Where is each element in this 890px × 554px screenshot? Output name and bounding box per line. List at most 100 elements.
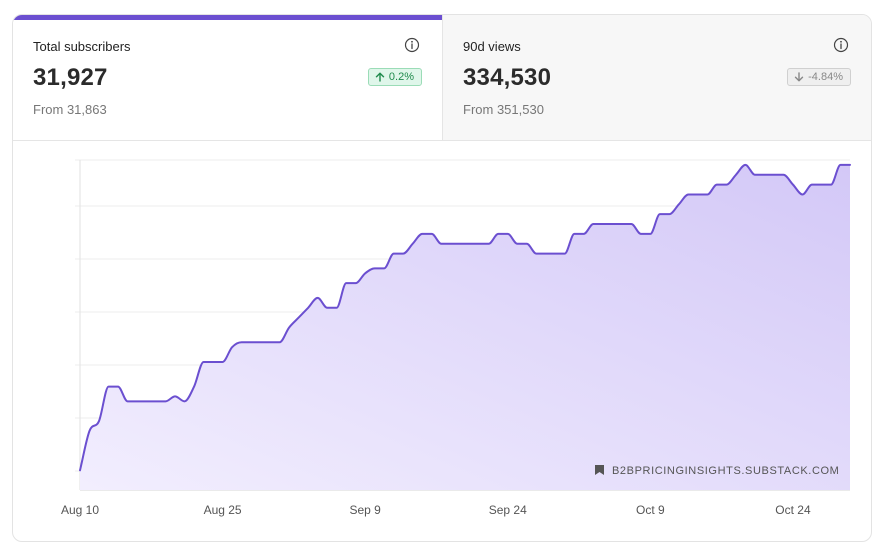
data-point bbox=[790, 182, 796, 188]
metric-label: 90d views bbox=[463, 39, 521, 54]
data-point bbox=[163, 398, 169, 404]
data-point bbox=[87, 428, 93, 434]
data-point bbox=[818, 182, 824, 188]
x-tick-label: Sep 9 bbox=[350, 503, 382, 517]
data-point bbox=[353, 280, 359, 286]
x-tick-label: Aug 25 bbox=[204, 503, 242, 517]
x-tick-label: Sep 24 bbox=[489, 503, 527, 517]
data-point bbox=[799, 191, 805, 197]
data-point bbox=[343, 280, 349, 286]
data-point bbox=[486, 241, 492, 247]
data-point bbox=[258, 339, 264, 345]
publication-watermark: B2BPRICINGINSIGHTS.SUBSTACK.COM bbox=[595, 465, 839, 477]
data-point bbox=[115, 384, 121, 390]
data-point bbox=[704, 191, 710, 197]
data-point bbox=[220, 359, 226, 365]
data-point bbox=[695, 191, 701, 197]
data-point bbox=[657, 211, 663, 217]
metric-previous-value: From 351,530 bbox=[463, 102, 544, 117]
change-badge: -4.84% bbox=[787, 68, 851, 86]
info-circle-icon[interactable] bbox=[833, 37, 849, 53]
x-tick-label: Oct 9 bbox=[636, 503, 665, 517]
data-point bbox=[723, 182, 729, 188]
x-axis: Aug 10 Aug 25 Sep 9 Sep 24 Oct 9 Oct 24 bbox=[61, 503, 811, 517]
data-point bbox=[780, 172, 786, 178]
data-point bbox=[647, 231, 653, 237]
data-point bbox=[476, 241, 482, 247]
metric-value: 31,927 bbox=[33, 64, 108, 91]
data-point bbox=[581, 231, 587, 237]
data-point bbox=[524, 241, 530, 247]
arrow-down-icon bbox=[794, 72, 804, 82]
data-point bbox=[828, 182, 834, 188]
data-point bbox=[771, 172, 777, 178]
data-point bbox=[419, 231, 425, 237]
change-percent: 0.2% bbox=[388, 71, 414, 83]
data-point bbox=[448, 241, 454, 247]
data-point bbox=[381, 265, 387, 271]
data-point bbox=[666, 211, 672, 217]
data-point bbox=[277, 339, 283, 345]
data-point bbox=[552, 251, 558, 257]
change-percent: -4.84% bbox=[808, 71, 843, 83]
chart-series-line bbox=[79, 163, 851, 472]
data-point bbox=[714, 182, 720, 188]
data-point bbox=[96, 418, 102, 424]
x-tick-label: Aug 10 bbox=[61, 503, 99, 517]
data-point bbox=[77, 467, 83, 473]
data-point bbox=[201, 359, 207, 365]
data-point bbox=[191, 384, 197, 390]
data-point bbox=[761, 172, 767, 178]
data-point bbox=[600, 221, 606, 227]
bookmark-icon bbox=[595, 465, 604, 475]
data-point bbox=[134, 398, 140, 404]
data-point bbox=[106, 384, 112, 390]
data-point bbox=[638, 231, 644, 237]
data-point bbox=[229, 344, 235, 350]
data-point bbox=[172, 393, 178, 399]
data-point bbox=[514, 241, 520, 247]
metric-tabs: Total subscribers 31,927 0.2% From 31,86… bbox=[13, 15, 871, 141]
data-point bbox=[495, 231, 501, 237]
data-point bbox=[248, 339, 254, 345]
data-point bbox=[239, 339, 245, 345]
data-point bbox=[324, 305, 330, 311]
data-point bbox=[182, 398, 188, 404]
data-point bbox=[467, 241, 473, 247]
data-point bbox=[315, 295, 321, 301]
data-point bbox=[837, 162, 843, 168]
data-point bbox=[153, 398, 159, 404]
data-point bbox=[752, 172, 758, 178]
data-point bbox=[362, 270, 368, 276]
data-point bbox=[676, 201, 682, 207]
active-tab-indicator bbox=[13, 15, 442, 20]
tab-90d-views[interactable]: 90d views 334,530 -4.84% From 351,530 bbox=[442, 15, 871, 140]
data-point bbox=[543, 251, 549, 257]
data-point bbox=[296, 315, 302, 321]
data-point bbox=[334, 305, 340, 311]
metric-value: 334,530 bbox=[463, 64, 552, 91]
data-point bbox=[410, 241, 416, 247]
data-point bbox=[372, 265, 378, 271]
watermark-text: B2BPRICINGINSIGHTS.SUBSTACK.COM bbox=[612, 465, 839, 477]
data-point bbox=[438, 241, 444, 247]
metric-previous-value: From 31,863 bbox=[33, 102, 107, 117]
data-point bbox=[505, 231, 511, 237]
data-point bbox=[267, 339, 273, 345]
data-point bbox=[144, 398, 150, 404]
data-point bbox=[457, 241, 463, 247]
data-point bbox=[742, 162, 748, 168]
data-point bbox=[125, 398, 131, 404]
data-point bbox=[571, 231, 577, 237]
change-badge: 0.2% bbox=[367, 68, 422, 86]
data-point bbox=[590, 221, 596, 227]
chart-area-fill bbox=[80, 164, 850, 491]
data-point bbox=[609, 221, 615, 227]
data-point bbox=[562, 251, 568, 257]
tab-total-subscribers[interactable]: Total subscribers 31,927 0.2% From 31,86… bbox=[13, 15, 442, 140]
data-point bbox=[429, 231, 435, 237]
data-point bbox=[391, 251, 397, 257]
x-tick-label: Oct 24 bbox=[775, 503, 811, 517]
data-point bbox=[685, 191, 691, 197]
info-circle-icon[interactable] bbox=[404, 37, 420, 53]
